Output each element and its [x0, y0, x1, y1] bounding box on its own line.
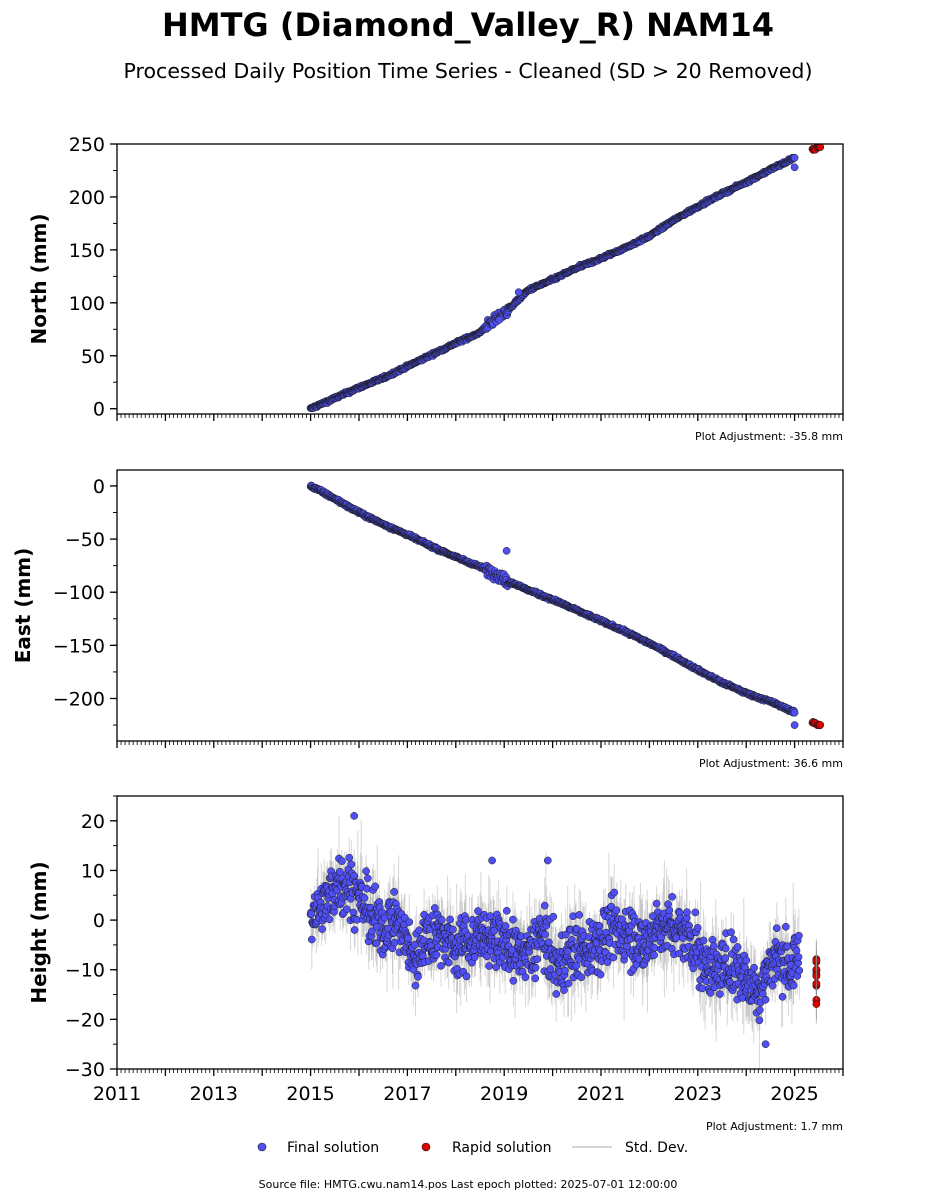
north-ylabel: North (mm) — [27, 213, 51, 344]
east-outlier-point — [791, 722, 798, 729]
figure-subtitle: Processed Daily Position Time Series - C… — [124, 59, 813, 83]
north-outlier-point — [496, 316, 503, 323]
north-ytick-label: 100 — [69, 293, 105, 315]
east-ytick-label: 0 — [93, 476, 105, 498]
east-ytick-label: −200 — [53, 688, 105, 710]
north-ytick-label: 250 — [69, 134, 105, 156]
east-panel: 0 −50 −100 −150 −200 East (mm) Plot Adjustment… — [11, 470, 843, 770]
east-outlier-point — [503, 547, 510, 554]
east-data — [307, 482, 824, 729]
figure: HMTG (Diamond_Valley_R) NAM14 Processed … — [0, 0, 937, 1200]
east-axes-frame — [117, 470, 843, 741]
figure-title: HMTG (Diamond_Valley_R) NAM14 — [162, 6, 774, 44]
north-ytick-label: 200 — [69, 187, 105, 209]
east-ylabel: East (mm) — [11, 548, 35, 664]
height-data — [307, 812, 820, 1074]
east-ytick-label: −100 — [53, 582, 105, 604]
north-ytick-label: 50 — [81, 346, 105, 368]
east-final-points — [307, 482, 798, 729]
north-ytick-label: 150 — [69, 240, 105, 262]
east-plot-adjustment: Plot Adjustment: 36.6 mm — [699, 757, 843, 770]
east-ytick-label: −50 — [65, 529, 105, 551]
north-final-point — [791, 154, 798, 161]
north-panel: 0 50 100 150 200 250 North (mm) Plot Adjustment… — [27, 134, 843, 443]
north-outlier-point — [515, 289, 522, 296]
north-data — [307, 143, 824, 412]
east-rapid-point — [817, 721, 824, 728]
north-ytick-label: 0 — [93, 399, 105, 421]
north-final-points — [307, 154, 798, 412]
east-ytick-label: −150 — [53, 635, 105, 657]
north-plot-adjustment: Plot Adjustment: -35.8 mm — [695, 430, 843, 443]
north-outlier-point — [791, 164, 798, 171]
east-rapid-points — [809, 718, 824, 729]
east-final-point — [791, 709, 798, 716]
